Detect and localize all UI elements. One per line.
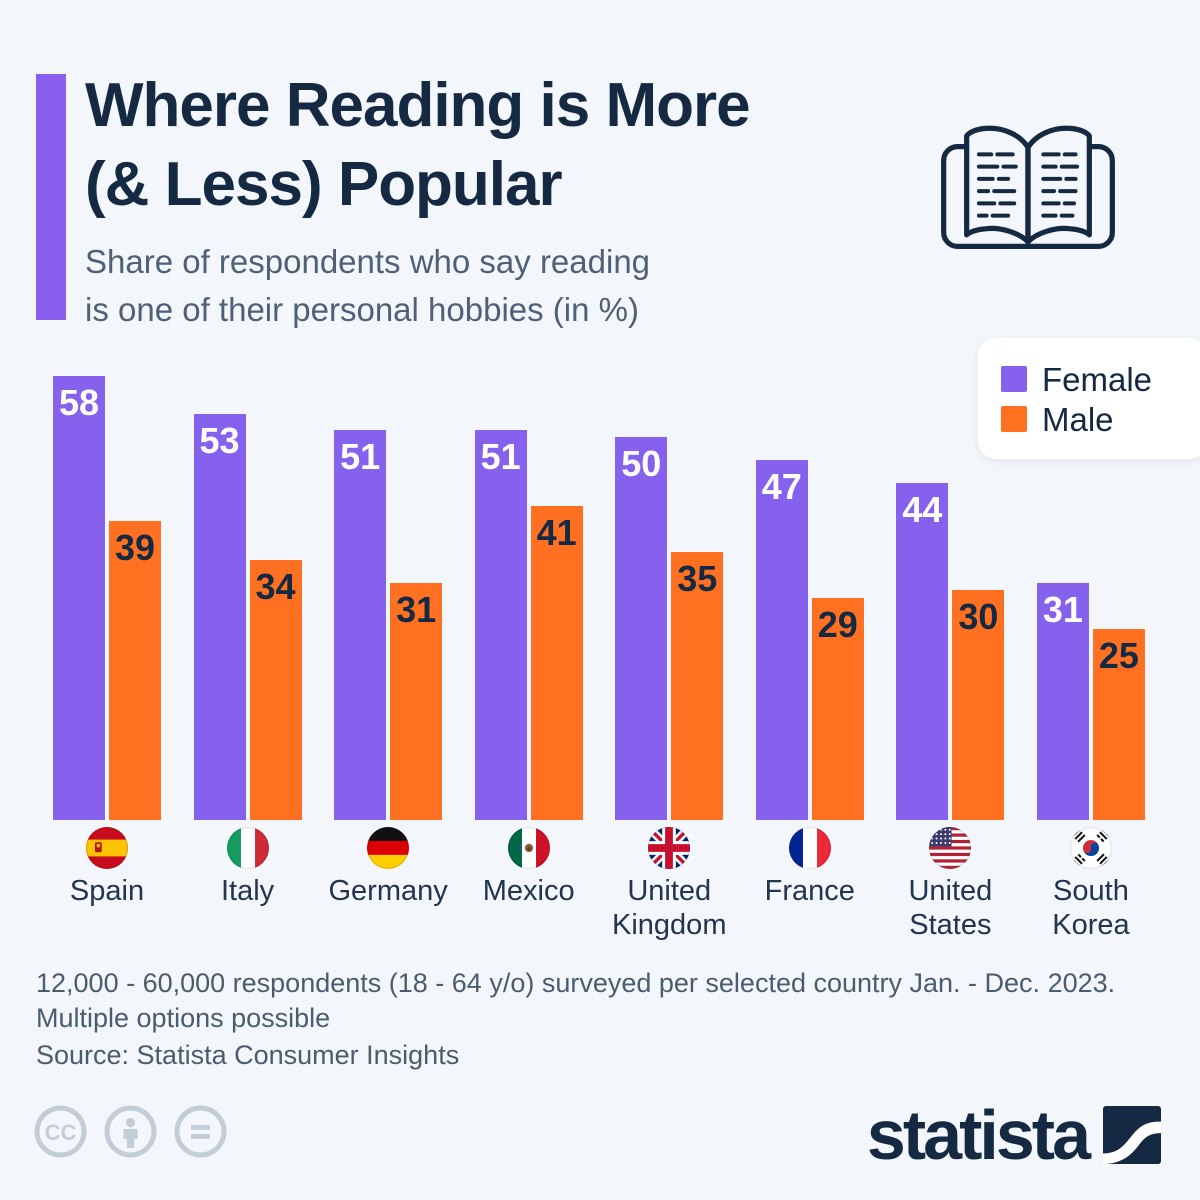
bar-male: 41 — [530, 506, 583, 820]
bar-value-label: 58 — [58, 382, 100, 423]
cc-nd-icon — [174, 1105, 227, 1158]
bar-female: 58 — [53, 376, 105, 820]
bar-value-label: 34 — [255, 566, 296, 607]
bar-male: 25 — [1092, 629, 1145, 820]
bar-value-label: 53 — [199, 420, 240, 461]
gb-flag-icon — [648, 827, 691, 873]
bar-value-label: 35 — [677, 558, 718, 599]
bar-value-label: 51 — [340, 436, 381, 477]
title-accent-bar — [36, 74, 66, 320]
fr-flag-icon — [788, 827, 831, 873]
cc-icon: CC — [34, 1105, 87, 1158]
bar-female: 53 — [193, 414, 246, 820]
page-subtitle: Share of respondents who say reading is … — [85, 238, 650, 334]
bar-male: 29 — [811, 598, 864, 820]
bar-female: 51 — [474, 430, 527, 820]
bar-group-france: 47 29 — [755, 376, 864, 820]
country-spain: Spain — [53, 827, 161, 907]
legend-item-male: Male — [1001, 399, 1200, 439]
page-title: Where Reading is More (& Less) Popular — [85, 66, 751, 224]
bar-group-south-korea: 31 25 — [1036, 376, 1145, 820]
bar-group-spain: 58 39 — [53, 376, 161, 820]
it-flag-icon — [226, 827, 269, 873]
country-label: United Kingdom — [612, 875, 727, 941]
country-label: France — [764, 875, 855, 907]
bar-chart: 58 39 53 34 51 31 51 41 50 35 47 29 44 30 31 25 — [53, 376, 1145, 820]
page-title-line1: Where Reading is More — [85, 71, 751, 140]
country-label: South Korea — [1052, 875, 1130, 941]
svg-text:CC: CC — [45, 1120, 77, 1145]
mx-flag-icon — [507, 827, 550, 873]
bar-female: 50 — [615, 437, 668, 820]
statista-wordmark: statista — [866, 1096, 1091, 1174]
page-subtitle-line2: is one of their personal hobbies (in %) — [85, 291, 639, 328]
bar-female: 44 — [896, 483, 949, 820]
bar-female: 31 — [1036, 583, 1089, 820]
bar-group-germany: 51 31 — [334, 376, 443, 820]
source-note: Source: Statista Consumer Insights — [36, 1040, 460, 1070]
bar-male: 35 — [671, 552, 724, 820]
page-title-line2: (& Less) Popular — [85, 150, 563, 219]
country-united-states: United States — [896, 827, 1004, 941]
country-south-korea: South Korea — [1037, 827, 1145, 941]
kr-flag-icon — [1069, 827, 1112, 873]
bar-male: 30 — [952, 590, 1005, 820]
bar-value-label: 47 — [761, 466, 802, 507]
bar-value-label: 31 — [396, 589, 437, 630]
bar-value-label: 51 — [480, 436, 521, 477]
legend-label: Male — [1042, 400, 1114, 438]
footnote-line1: 12,000 - 60,000 respondents (18 - 64 y/o… — [36, 968, 1116, 998]
country-label: Germany — [328, 875, 448, 907]
country-axis: Spain Italy Germany Mexico United Kingdom Fra… — [53, 827, 1145, 941]
legend-item-female: Female — [1001, 359, 1200, 399]
country-united-kingdom: United Kingdom — [612, 827, 726, 941]
bar-male: 34 — [249, 560, 302, 820]
cc-by-icon — [104, 1105, 157, 1158]
legend-label: Female — [1042, 360, 1153, 398]
bar-female: 51 — [334, 430, 387, 820]
chart-legend: Female Male — [978, 338, 1200, 459]
country-label: United States — [908, 875, 993, 941]
de-flag-icon — [367, 827, 410, 873]
bar-group-mexico: 51 41 — [474, 376, 583, 820]
footnote: 12,000 - 60,000 respondents (18 - 64 y/o… — [36, 966, 1115, 1036]
country-france: France — [756, 827, 864, 907]
footnote-line2: Multiple options possible — [36, 1003, 331, 1033]
legend-swatch — [1001, 406, 1027, 432]
country-label: Italy — [220, 875, 275, 907]
bar-female: 47 — [755, 460, 808, 820]
us-flag-icon — [929, 827, 972, 873]
bar-male: 39 — [109, 521, 161, 820]
bar-value-label: 44 — [902, 489, 943, 530]
cc-license-icons: CC — [34, 1105, 227, 1158]
bar-value-label: 29 — [817, 604, 858, 645]
bar-value-label: 41 — [536, 512, 577, 553]
bar-value-label: 39 — [114, 527, 156, 568]
page-subtitle-line1: Share of respondents who say reading — [85, 243, 651, 280]
bar-group-united-states: 44 30 — [896, 376, 1005, 820]
country-germany: Germany — [328, 827, 448, 907]
legend-swatch — [1001, 366, 1027, 392]
country-label: Spain — [69, 875, 145, 907]
country-mexico: Mexico — [475, 827, 583, 907]
statista-logo: statista — [866, 1096, 1161, 1174]
bar-group-italy: 53 34 — [193, 376, 302, 820]
country-italy: Italy — [194, 827, 302, 907]
bar-group-united-kingdom: 50 35 — [615, 376, 724, 820]
bar-value-label: 25 — [1098, 635, 1139, 676]
bar-value-label: 31 — [1042, 589, 1083, 630]
country-label: Mexico — [482, 875, 575, 907]
open-book-icon — [936, 108, 1120, 267]
bar-value-label: 30 — [958, 596, 999, 637]
bar-value-label: 50 — [621, 443, 662, 484]
bar-male: 31 — [390, 583, 443, 820]
es-flag-icon — [86, 827, 128, 873]
statista-logo-mark — [1103, 1106, 1161, 1164]
